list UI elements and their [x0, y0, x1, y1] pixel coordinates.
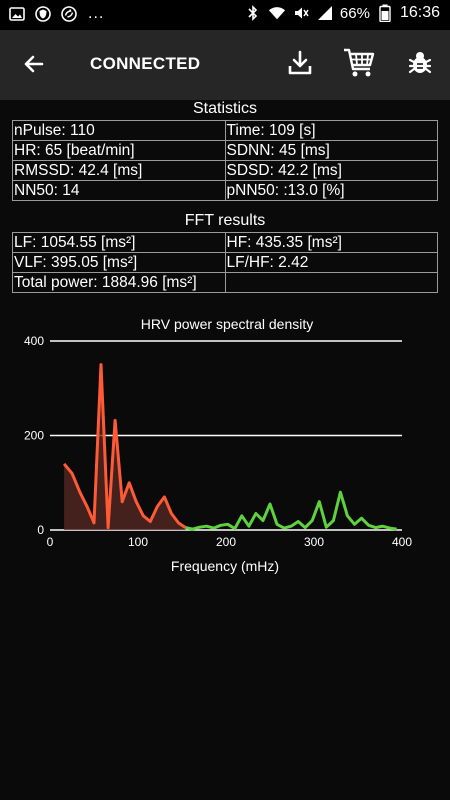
- x-axis-label: Frequency (mHz): [171, 558, 279, 574]
- x-tick-label: 200: [216, 535, 236, 549]
- table-row: LF: 1054.55 [ms²] HF: 435.35 [ms²]: [13, 233, 438, 253]
- fft-table: LF: 1054.55 [ms²] HF: 435.35 [ms²] VLF: …: [12, 232, 438, 293]
- fft-lf-hf-ratio: LF/HF: 2.42: [225, 253, 438, 273]
- table-row: RMSSD: 42.4 [ms] SDSD: 42.2 [ms]: [13, 161, 438, 181]
- bug-icon: [407, 50, 433, 81]
- stat-pnn50: pNN50: :13.0 [%]: [225, 181, 438, 201]
- status-bar: ... 66% 16:36: [0, 0, 450, 30]
- psd-chart: HRV power spectral density 0 200 400 0 100 20…: [0, 310, 450, 590]
- table-row: NN50: 14 pNN50: :13.0 [%]: [13, 181, 438, 201]
- stat-npulse: nPulse: 110: [13, 121, 226, 141]
- cart-button[interactable]: [342, 48, 376, 82]
- chart-ticks: 0 200 400 0 100 200 300 400: [24, 334, 412, 549]
- app-bar: CONNECTED: [0, 30, 450, 100]
- battery-percent: 66%: [339, 4, 370, 22]
- fft-lf: LF: 1054.55 [ms²]: [13, 233, 226, 253]
- table-row: HR: 65 [beat/min] SDNN: 45 [ms]: [13, 141, 438, 161]
- y-tick-label: 400: [24, 334, 44, 348]
- download-icon: [286, 49, 314, 82]
- more-notifications-indicator: ...: [88, 5, 105, 22]
- x-tick-label: 400: [392, 535, 412, 549]
- x-tick-label: 100: [128, 535, 148, 549]
- stat-sdsd: SDSD: 42.2 [ms]: [225, 161, 438, 181]
- download-button[interactable]: [283, 48, 317, 82]
- x-tick-label: 300: [304, 535, 324, 549]
- battery-icon: [376, 4, 394, 22]
- page-title: CONNECTED: [90, 54, 201, 73]
- image-notification-icon: [8, 5, 26, 23]
- sync-notification-icon: [60, 5, 78, 23]
- table-row: nPulse: 110 Time: 109 [s]: [13, 121, 438, 141]
- shield-notification-icon: [34, 5, 52, 23]
- fft-total-power: Total power: 1884.96 [ms²]: [13, 273, 226, 293]
- table-row: Total power: 1884.96 [ms²]: [13, 273, 438, 293]
- statistics-heading: Statistics: [192, 100, 257, 117]
- bug-report-button[interactable]: [403, 48, 437, 82]
- stat-time: Time: 109 [s]: [225, 121, 438, 141]
- fft-vlf: VLF: 395.05 [ms²]: [13, 253, 226, 273]
- fft-empty-cell: [225, 273, 438, 293]
- x-tick-label: 0: [47, 535, 54, 549]
- stat-hr: HR: 65 [beat/min]: [13, 141, 226, 161]
- stat-rmssd: RMSSD: 42.4 [ms]: [13, 161, 226, 181]
- stat-nn50: NN50: 14: [13, 181, 226, 201]
- chart-title: HRV power spectral density: [141, 316, 313, 332]
- back-button[interactable]: [18, 50, 50, 82]
- bluetooth-icon: [244, 4, 262, 22]
- table-row: VLF: 395.05 [ms²] LF/HF: 2.42: [13, 253, 438, 273]
- clock: 16:36: [399, 4, 440, 21]
- fft-heading: FFT results: [184, 212, 266, 229]
- psd-chart-svg: HRV power spectral density 0 200 400 0 100 20…: [24, 316, 412, 574]
- y-tick-label: 0: [37, 523, 44, 537]
- hf-series-line: [185, 490, 397, 531]
- lf-series-line: [62, 363, 187, 530]
- cart-icon: [342, 47, 376, 84]
- arrow-back-icon: [22, 52, 46, 81]
- chart-lines: [62, 363, 397, 531]
- y-tick-label: 200: [24, 429, 44, 443]
- statistics-table: nPulse: 110 Time: 109 [s] HR: 65 [beat/m…: [12, 120, 438, 201]
- mute-icon: [292, 4, 310, 22]
- wifi-icon: [268, 4, 286, 22]
- stat-sdnn: SDNN: 45 [ms]: [225, 141, 438, 161]
- signal-icon: [316, 4, 334, 22]
- fft-hf: HF: 435.35 [ms²]: [225, 233, 438, 253]
